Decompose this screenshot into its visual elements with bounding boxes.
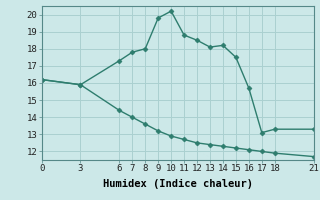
X-axis label: Humidex (Indice chaleur): Humidex (Indice chaleur) [103,179,252,189]
